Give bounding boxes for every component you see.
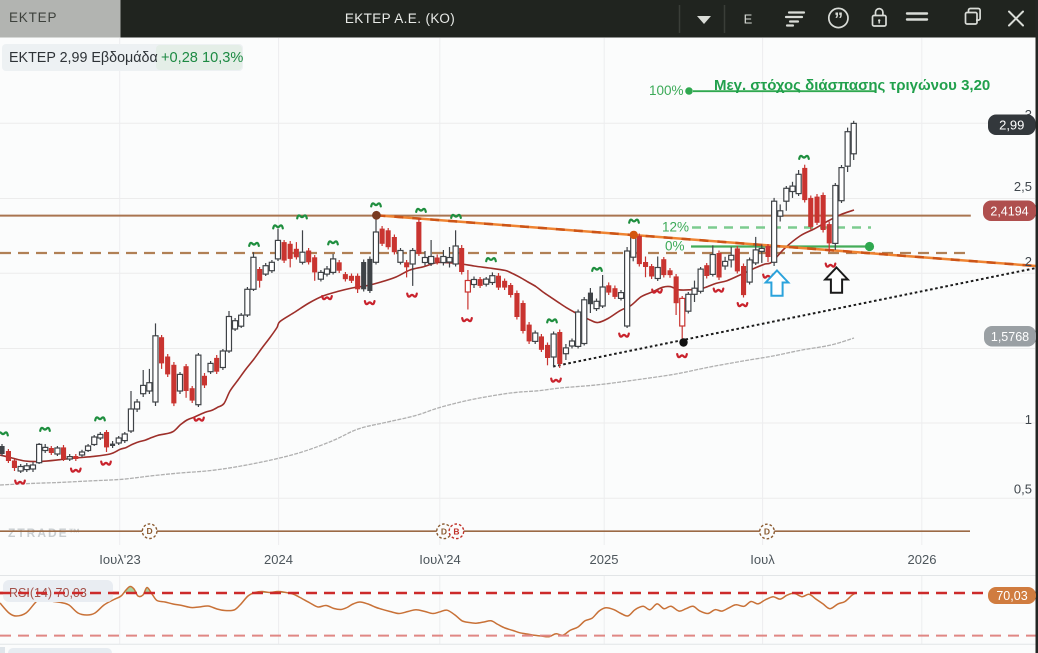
svg-text:Ιουλ'24: Ιουλ'24 <box>419 552 460 567</box>
svg-text:E: E <box>744 12 753 27</box>
svg-text:D: D <box>764 527 770 537</box>
svg-text:B: B <box>453 526 459 536</box>
svg-text:ΕΚΤΕΡ Α.Ε. (ΚΟ): ΕΚΤΕΡ Α.Ε. (ΚΟ) <box>345 11 455 26</box>
svg-text:2024: 2024 <box>264 552 293 567</box>
svg-text:2026: 2026 <box>908 552 937 567</box>
svg-text:2,4194: 2,4194 <box>990 204 1028 218</box>
svg-text:0,5: 0,5 <box>1014 482 1032 497</box>
svg-text:D: D <box>147 526 153 536</box>
svg-text:RSI(14) 70,03: RSI(14) 70,03 <box>9 586 87 600</box>
svg-text:100%: 100% <box>649 83 684 98</box>
svg-text:”: ” <box>834 10 843 30</box>
svg-text:70,03: 70,03 <box>996 589 1027 603</box>
svg-text:1,5768: 1,5768 <box>991 330 1029 344</box>
svg-text:2,99: 2,99 <box>999 117 1024 132</box>
svg-text:D: D <box>441 526 447 536</box>
svg-text:ZTRADE™: ZTRADE™ <box>8 526 83 540</box>
svg-text:2025: 2025 <box>590 552 619 567</box>
svg-text:0%: 0% <box>665 239 685 254</box>
svg-text:3: 3 <box>1025 107 1032 122</box>
svg-text:2: 2 <box>1025 254 1032 269</box>
svg-text:ΕΚΤΕΡ 2,99 Εβδομάδα: ΕΚΤΕΡ 2,99 Εβδομάδα <box>9 50 158 66</box>
svg-text:Ιουλ'23: Ιουλ'23 <box>99 552 140 567</box>
svg-text:Ιουλ: Ιουλ <box>750 552 775 567</box>
svg-text:Μεγ. στόχος διάσπασης τριγώνου: Μεγ. στόχος διάσπασης τριγώνου 3,20 <box>714 77 990 94</box>
svg-text:1: 1 <box>1025 412 1032 427</box>
svg-text:ΕΚΤΕΡ: ΕΚΤΕΡ <box>9 10 57 25</box>
svg-text:12%: 12% <box>662 220 689 235</box>
svg-text:2,5: 2,5 <box>1014 179 1032 194</box>
svg-text:+0,28 10,3%: +0,28 10,3% <box>161 50 243 66</box>
